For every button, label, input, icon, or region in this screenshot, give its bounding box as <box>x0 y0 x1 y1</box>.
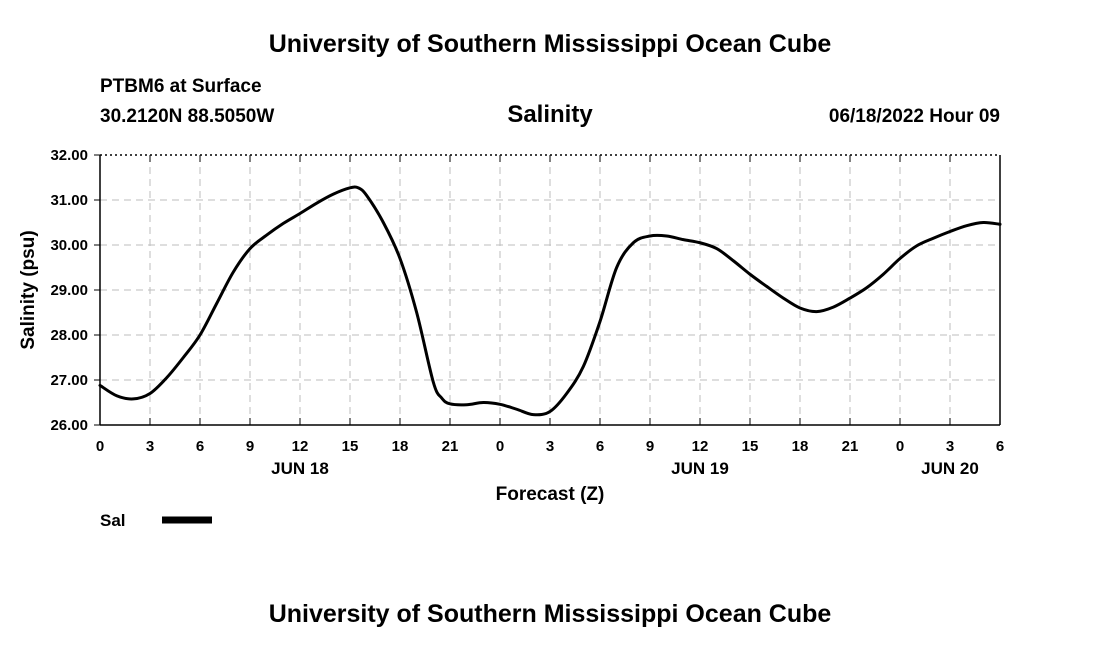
x-tick-label: 21 <box>842 438 859 455</box>
grid-lines <box>100 155 1000 425</box>
x-tick-label: 12 <box>692 438 709 455</box>
x-axis-label: Forecast (Z) <box>496 484 605 505</box>
page-title: University of Southern Mississippi Ocean… <box>268 30 832 58</box>
y-tick-label: 27.00 <box>50 372 88 389</box>
y-tick-label: 26.00 <box>50 417 88 434</box>
y-tick-label: 32.00 <box>50 147 88 164</box>
x-tick-label: 12 <box>292 438 309 455</box>
x-tick-label: 18 <box>792 438 809 455</box>
station-coords: 30.2120N 88.5050W <box>100 106 275 127</box>
x-tick-label: 3 <box>546 438 554 455</box>
x-tick-label: 9 <box>246 438 254 455</box>
x-tick-label: 6 <box>196 438 204 455</box>
forecast-datetime: 06/18/2022 Hour 09 <box>828 106 1000 127</box>
legend-label: Sal <box>100 511 126 530</box>
y-axis-label: Salinity (psu) <box>18 230 39 349</box>
date-label: JUN 20 <box>921 459 979 478</box>
x-tick-label: 0 <box>496 438 504 455</box>
tick-labels: 0 3 6 9 12 15 18 21 0 3 6 9 12 15 18 21 0 3 6 32.00 31.00 30.… <box>50 147 1004 478</box>
date-label: JUN 19 <box>671 459 729 478</box>
y-tick-label: 29.00 <box>50 282 88 299</box>
chart-title: Salinity <box>507 101 593 128</box>
date-label: JUN 18 <box>271 459 329 478</box>
x-tick-label: 21 <box>442 438 459 455</box>
x-tick-label: 0 <box>96 438 104 455</box>
x-tick-label: 6 <box>996 438 1004 455</box>
x-tick-label: 6 <box>596 438 604 455</box>
salinity-chart: 0 3 6 9 12 15 18 21 0 3 6 9 12 15 18 21 0 3 6 32.00 31.00 30.… <box>18 147 1004 530</box>
x-tick-label: 0 <box>896 438 904 455</box>
series-line-salinity <box>98 185 1002 417</box>
y-tick-label: 30.00 <box>50 237 88 254</box>
x-tick-label: 15 <box>742 438 759 455</box>
x-tick-label: 3 <box>946 438 954 455</box>
footer-title: University of Southern Mississippi Ocean… <box>268 600 832 628</box>
x-tick-label: 15 <box>342 438 359 455</box>
axes <box>94 154 1001 426</box>
series-layer <box>98 185 1002 417</box>
y-tick-label: 28.00 <box>50 327 88 344</box>
x-tick-label: 3 <box>146 438 154 455</box>
x-tick-label: 9 <box>646 438 654 455</box>
x-tick-label: 18 <box>392 438 409 455</box>
y-tick-label: 31.00 <box>50 192 88 209</box>
station-label: PTBM6 at Surface <box>100 76 262 97</box>
